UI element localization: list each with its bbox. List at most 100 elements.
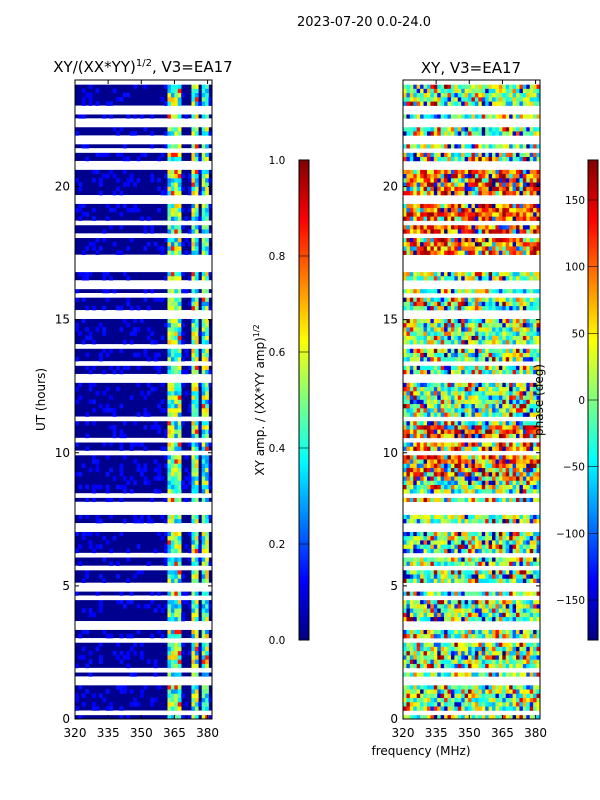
- heatmap-cell: [426, 250, 431, 255]
- heatmap-cell: [177, 126, 182, 132]
- heatmap-cell: [509, 420, 513, 426]
- heatmap-cell: [464, 331, 469, 336]
- heatmap-cell: [454, 659, 459, 664]
- heatmap-cell: [495, 684, 500, 690]
- heatmap-cell: [433, 514, 438, 520]
- heatmap-cell: [105, 297, 110, 302]
- heatmap-cell: [413, 250, 417, 255]
- colorbar1-gradient: [298, 159, 310, 641]
- heatmap-cell: [495, 318, 500, 324]
- heatmap-cell: [170, 92, 175, 98]
- heatmap-cell: [426, 672, 431, 677]
- heatmap-cell: [450, 288, 455, 294]
- heatmap-cell: [133, 672, 137, 677]
- heatmap-cell: [461, 663, 465, 669]
- heatmap-cell: [420, 488, 424, 494]
- heatmap-cell: [529, 386, 534, 392]
- heatmap-cell: [201, 335, 206, 341]
- heatmap-cell: [457, 246, 462, 251]
- heatmap-cell: [194, 327, 199, 332]
- heatmap-cell: [461, 697, 465, 703]
- heatmap-cell: [437, 697, 441, 703]
- heatmap-cell: [522, 574, 527, 579]
- heatmap-cell: [174, 271, 179, 277]
- heatmap-cell: [420, 356, 424, 362]
- heatmap-cell: [471, 569, 476, 575]
- heatmap-cell: [471, 339, 476, 345]
- heatmap-cell: [461, 689, 465, 694]
- heatmap-cell: [409, 369, 414, 375]
- heatmap-cell: [485, 216, 489, 221]
- heatmap-cell: [406, 701, 411, 707]
- heatmap-cell: [205, 535, 209, 541]
- flagged-row: [403, 667, 540, 673]
- heatmap-cell: [426, 599, 431, 605]
- heatmap-cell: [502, 591, 507, 596]
- heatmap-cell: [526, 599, 531, 605]
- heatmap-cell: [205, 561, 209, 566]
- heatmap-cell: [461, 488, 465, 494]
- heatmap-cell: [205, 548, 209, 554]
- heatmap-cell: [509, 672, 513, 677]
- heatmap-cell: [409, 480, 414, 485]
- heatmap-cell: [109, 548, 113, 554]
- heatmap-cell: [430, 459, 435, 464]
- heatmap-cell: [416, 386, 421, 392]
- heatmap-cell: [512, 706, 517, 711]
- heatmap-cell: [201, 169, 206, 175]
- heatmap-cell: [201, 229, 206, 234]
- heatmap-cell: [409, 297, 414, 302]
- heatmap-cell: [194, 650, 199, 656]
- heatmap-cell: [416, 207, 421, 213]
- heatmap-cell: [426, 297, 431, 302]
- heatmap-cell: [444, 318, 448, 324]
- heatmap-cell: [509, 663, 513, 669]
- heatmap-cell: [116, 574, 120, 579]
- heatmap-cell: [423, 663, 428, 669]
- heatmap-cell: [526, 275, 531, 281]
- heatmap-cell: [119, 446, 124, 451]
- heatmap-cell: [505, 301, 510, 307]
- heatmap-cell: [413, 382, 417, 388]
- heatmap-cell: [105, 271, 110, 277]
- heatmap-cell: [164, 518, 168, 524]
- heatmap-cell: [444, 672, 448, 677]
- heatmap-cell: [461, 484, 465, 490]
- heatmap-cell: [533, 603, 537, 609]
- heatmap-cell: [526, 335, 531, 341]
- heatmap-cell: [403, 535, 407, 541]
- heatmap-cell: [498, 412, 503, 417]
- heatmap-cell: [526, 212, 531, 217]
- heatmap-cell: [136, 603, 141, 609]
- heatmap-cell: [81, 463, 86, 468]
- flagged-row: [75, 233, 212, 239]
- heatmap-cell: [146, 480, 151, 485]
- heatmap-cell: [98, 352, 103, 358]
- heatmap-cell: [485, 275, 489, 281]
- heatmap-cell: [191, 126, 196, 132]
- heatmap-cell: [174, 646, 179, 652]
- heatmap-cell: [95, 390, 100, 396]
- heatmap-cell: [444, 471, 448, 477]
- heatmap-cell: [526, 693, 531, 698]
- heatmap-cell: [471, 514, 476, 520]
- heatmap-cell: [529, 608, 534, 613]
- heatmap-cell: [533, 642, 537, 647]
- heatmap-cell: [423, 514, 428, 520]
- heatmap-cell: [409, 476, 414, 481]
- heatmap-cell: [519, 616, 524, 622]
- heatmap-cell: [536, 471, 541, 477]
- heatmap-cell: [122, 603, 127, 609]
- heatmap-cell: [85, 689, 89, 694]
- heatmap-cell: [416, 288, 421, 294]
- heatmap-cell: [174, 650, 179, 656]
- heatmap-cell: [485, 237, 489, 243]
- heatmap-cell: [533, 412, 537, 417]
- heatmap-cell: [423, 331, 428, 336]
- heatmap-cell: [133, 84, 137, 89]
- heatmap-cell: [184, 114, 189, 119]
- heatmap-cell: [536, 633, 541, 639]
- heatmap-cell: [423, 548, 428, 554]
- heatmap-cell: [416, 318, 421, 324]
- heatmap-cell: [205, 173, 209, 179]
